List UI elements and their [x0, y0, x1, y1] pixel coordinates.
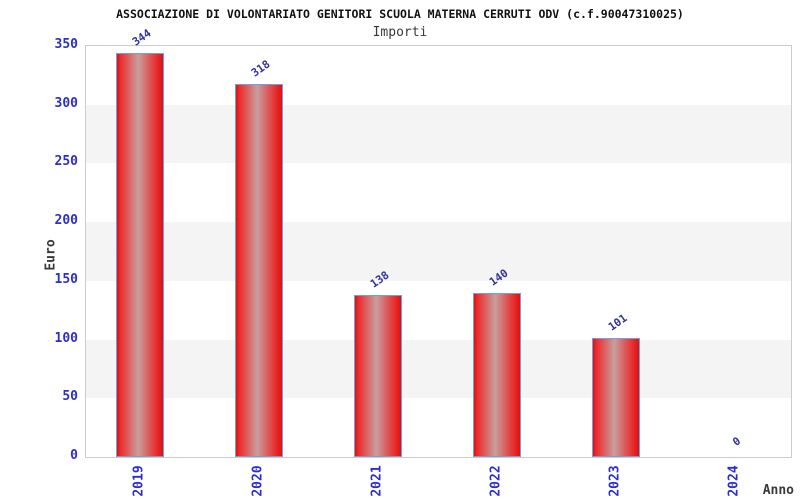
- y-tick-label: 0: [70, 448, 78, 463]
- x-tick-label: 2019: [131, 465, 147, 497]
- x-tick-label: 2022: [488, 465, 504, 497]
- bar-2022: [473, 292, 521, 457]
- chart-subtitle: Importi: [372, 25, 428, 40]
- y-tick-label: 50: [62, 389, 78, 405]
- bar-2020: [235, 83, 283, 457]
- y-tick-label: 150: [54, 271, 78, 287]
- x-tick-label: 2021: [369, 465, 385, 497]
- y-tick-label: 300: [54, 95, 78, 111]
- y-tick-label: 250: [54, 154, 78, 170]
- bar-2019: [116, 53, 164, 457]
- chart-title: ASSOCIAZIONE DI VOLONTARIATO GENITORI SC…: [116, 7, 684, 21]
- y-tick-label: 200: [54, 213, 78, 229]
- x-tick-label: 2020: [250, 465, 266, 497]
- bar-2023: [592, 338, 640, 457]
- x-tick-label: 2023: [607, 465, 623, 497]
- plot-area: [85, 45, 792, 458]
- grid-band: [86, 339, 791, 399]
- y-tick-label: 350: [54, 37, 78, 52]
- x-tick-label: 2024: [726, 465, 742, 497]
- grid-band: [86, 104, 791, 164]
- grid-band: [86, 222, 791, 281]
- bar-2021: [354, 294, 402, 457]
- y-axis-title: Euro: [43, 239, 59, 271]
- x-axis-title: Anno: [762, 483, 794, 498]
- y-tick-label: 100: [54, 330, 78, 346]
